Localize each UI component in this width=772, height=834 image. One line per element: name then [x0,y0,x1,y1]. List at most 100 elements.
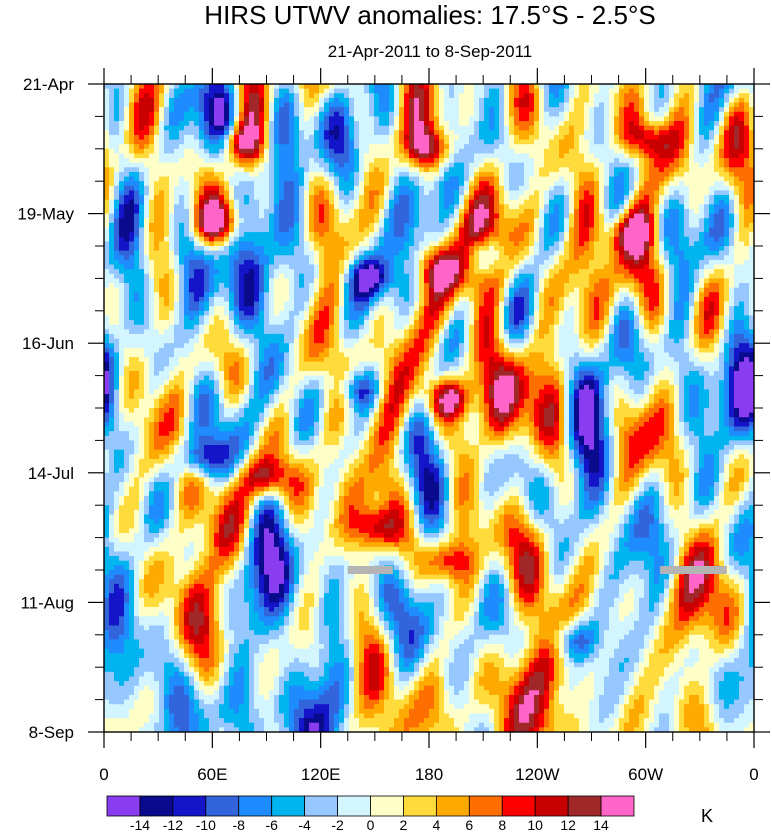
heatmap-cell [429,111,435,117]
heatmap-cell [174,232,180,238]
heatmap-cell [274,93,280,99]
heatmap-cell [664,199,670,205]
heatmap-cell [694,199,700,205]
heatmap-cell [394,232,400,238]
heatmap-cell [444,227,450,233]
heatmap-cell [494,213,500,219]
heatmap-cell [564,213,570,219]
heatmap-cell [274,130,280,136]
heatmap-cell [249,88,255,94]
heatmap-cell [394,171,400,178]
heatmap-cell [649,236,655,242]
heatmap-cell [704,111,710,117]
heatmap-cell [714,232,720,238]
heatmap-cell [114,250,120,256]
heatmap-cell [169,236,175,242]
heatmap-cell [739,158,745,164]
heatmap-cell [689,158,695,164]
heatmap-cell [329,195,335,201]
heatmap-cell [154,222,160,229]
heatmap-cell [509,185,515,192]
heatmap-cell [449,162,455,168]
heatmap-cell [684,125,690,131]
heatmap-cell [324,259,330,266]
heatmap-cell [279,93,285,99]
heatmap-cell [559,204,565,210]
heatmap-cell [154,199,160,205]
heatmap-cell [394,218,400,224]
heatmap-cell [184,153,190,159]
heatmap-cell [439,185,445,192]
heatmap-cell [529,93,535,99]
heatmap-cell [679,125,685,131]
heatmap-cell [104,130,110,136]
heatmap-cell [504,107,510,113]
heatmap-cell [169,204,175,210]
heatmap-cell [234,88,240,94]
heatmap-cell [349,246,355,252]
heatmap-cell [249,181,255,187]
heatmap-cell [419,255,425,261]
heatmap-cell [274,125,280,131]
heatmap-cell [504,84,510,90]
heatmap-cell [269,185,275,192]
heatmap-cell [184,176,190,182]
heatmap-cell [394,255,400,261]
heatmap-cell [739,107,745,113]
heatmap-cell [449,176,455,182]
heatmap-cell [659,111,665,117]
heatmap-cell [704,116,710,122]
heatmap-cell [744,97,750,104]
heatmap-cell [584,250,590,256]
heatmap-cell [144,236,150,242]
heatmap-cell [739,195,745,201]
heatmap-cell [314,116,320,122]
heatmap-cell [434,255,440,261]
heatmap-cell [299,250,305,256]
heatmap-cell [429,148,435,155]
heatmap-cell [254,190,260,196]
heatmap-cell [379,158,385,164]
heatmap-cell [594,121,600,127]
heatmap-cell [119,162,125,168]
heatmap-cell [684,176,690,182]
heatmap-cell [199,144,205,150]
heatmap-cell [354,148,360,155]
heatmap-cell [134,246,140,252]
heatmap-cell [619,236,625,242]
heatmap-cell [324,162,330,168]
heatmap-cell [609,232,615,238]
heatmap-cell [149,195,155,201]
heatmap-cell [659,93,665,99]
heatmap-cell [489,218,495,224]
heatmap-cell [519,162,525,168]
heatmap-cell [354,153,360,159]
heatmap-cell [509,190,515,196]
heatmap-cell [704,176,710,182]
heatmap-cell [374,125,380,131]
heatmap-cell [674,204,680,210]
heatmap-cell [169,139,175,145]
heatmap-cell [349,84,355,90]
heatmap-cell [404,153,410,159]
heatmap-cell [109,107,115,113]
heatmap-cell [744,102,750,108]
heatmap-cell [344,176,350,182]
heatmap-cell [154,185,160,192]
heatmap-cell [414,232,420,238]
heatmap-cell [489,246,495,252]
heatmap-cell [649,181,655,187]
heatmap-cell [684,88,690,94]
heatmap-cell [359,176,365,182]
heatmap-cell [319,153,325,159]
heatmap-cell [284,246,290,252]
heatmap-cell [724,195,730,201]
heatmap-cell [669,227,675,233]
heatmap-cell [369,208,375,215]
heatmap-cell [679,167,685,173]
heatmap-cell [579,190,585,196]
heatmap-cell [439,153,445,159]
heatmap-cell [524,130,530,136]
heatmap-cell [464,195,470,201]
heatmap-cell [124,107,130,113]
